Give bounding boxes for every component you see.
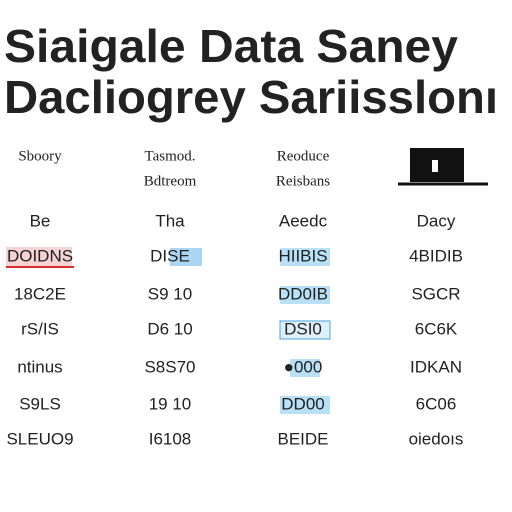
sub-header: Dacy [417,211,456,230]
table-cell: DD00 [281,394,324,413]
sub-header: Aeedc [279,211,328,230]
highlight [170,248,202,266]
table-cell: DSI0 [284,319,322,338]
table-cell: DISE [150,246,190,265]
sub-header: Tha [155,211,185,230]
sub-header: Be [30,211,51,230]
table-cell: SLEUO9 [6,429,73,448]
highlight [280,248,330,266]
table-cell: 18C2E [14,284,66,303]
highlight [280,286,330,304]
table-cell: ntinus [17,357,62,376]
table-cell: BEIDE [277,429,328,448]
table-cell: S8S70 [144,357,195,376]
table-cell: DD0IB [278,284,328,303]
table-cell: DOIDNS [7,246,73,265]
table-cell: oiedoıs [409,429,464,448]
highlight [280,396,330,414]
table-cell: I6108 [149,429,192,448]
laptop-icon [398,148,488,186]
table-cell: ●000 [284,357,323,376]
highlight [279,320,331,340]
table-cell: rS/IS [21,319,59,338]
column-header: Reoduce [277,148,330,164]
table-cell: 4BIDIB [409,246,463,265]
column-header: Sboory [18,148,62,164]
table-cell: SGCR [411,284,460,303]
table-cell: 19 10 [149,394,192,413]
title-line: Dacliogrey Sariisslonı [4,71,498,123]
table-cell: 6C06 [416,394,457,413]
table-cell: S9LS [19,394,61,413]
table-cell: S9 10 [148,284,192,303]
highlight [290,359,320,377]
table-body: Be Tha Aeedc Dacy DOIDNS DISE HIIBIS 4BIDIB 18C2… [6,211,463,448]
column-header: Tasmod. [144,148,195,164]
table-cell: 6C6K [415,319,458,338]
column-header: Reisbans [276,173,330,189]
table-cell: HIIBIS [278,246,327,265]
table-cell: IDKAN [410,357,462,376]
title-line: Siaigale Data Saney [4,20,458,72]
highlight [6,247,72,267]
column-header: Bdtreom [144,173,197,189]
table-cell: D6 10 [147,319,192,338]
